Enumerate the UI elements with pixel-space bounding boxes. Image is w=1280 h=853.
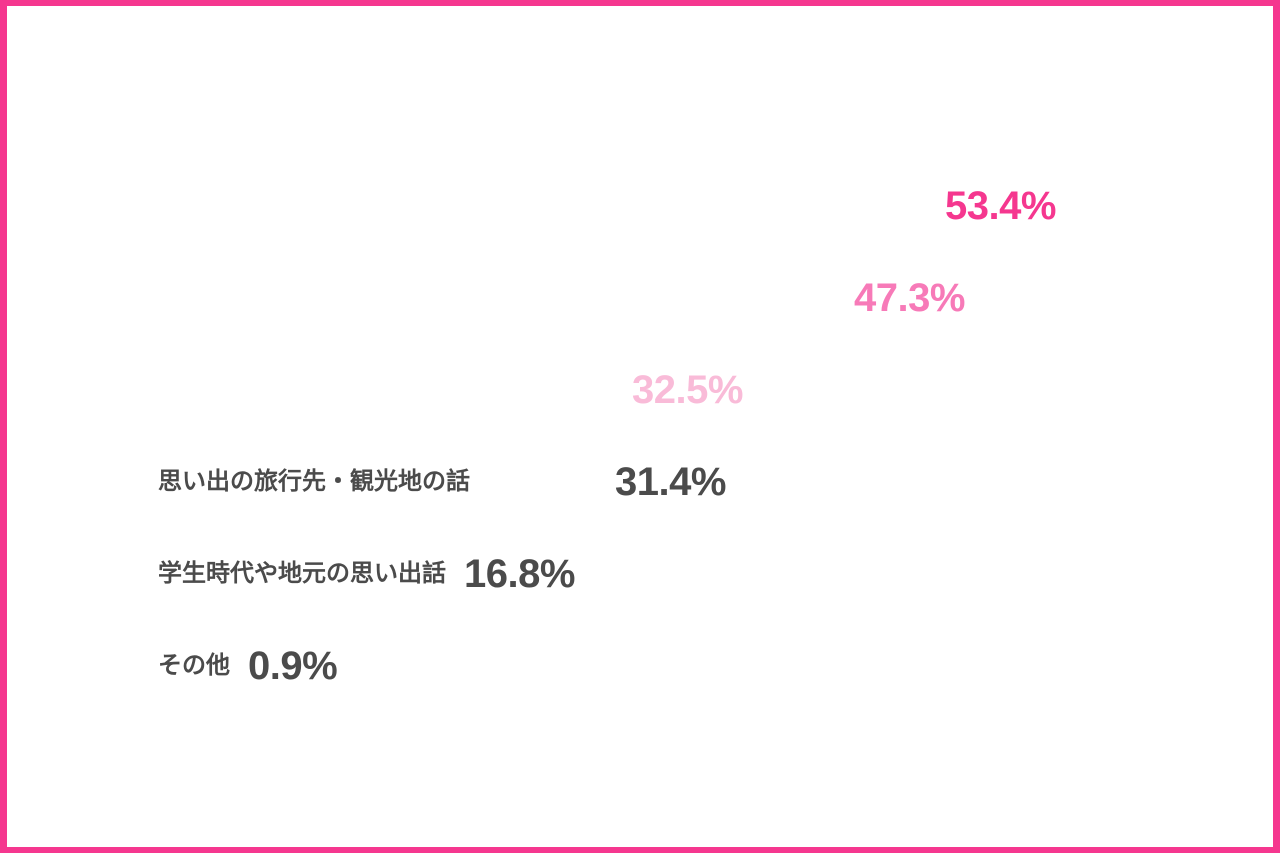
- bar-row: その他 0.9%: [136, 626, 1236, 706]
- bar-category-label: ゲーム内の駅や物件についての雑談: [158, 284, 541, 311]
- bar-row: 学生時代や地元の思い出話 16.8%: [136, 534, 1236, 614]
- bar-value-label: 16.8%: [464, 552, 575, 596]
- bar-value-label: 0.9%: [248, 644, 338, 688]
- content-sheet: [7, 6, 1273, 847]
- bar-category-label: ゲームの展開についての話: [158, 192, 445, 219]
- bar-category-label: 学生時代や地元の思い出話: [158, 560, 446, 587]
- bar-value-label: 47.3%: [854, 276, 965, 320]
- bar-category-label: その他: [158, 652, 230, 679]
- bar-value-label: 32.5%: [632, 368, 743, 412]
- bar-value-label: 53.4%: [945, 184, 1056, 228]
- bar-category-label: 思い出の旅行先・観光地の話: [158, 468, 470, 495]
- bar-category-label: 出身地やゆかりのある土地の話: [158, 376, 494, 403]
- bar-value-label: 31.4%: [615, 460, 726, 504]
